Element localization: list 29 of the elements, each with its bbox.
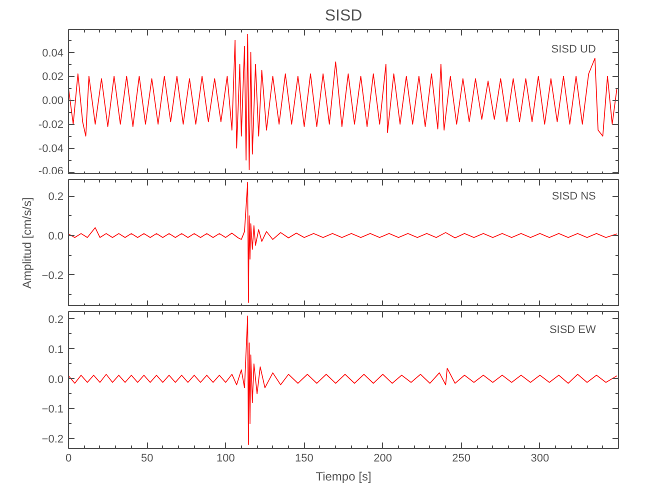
line-series (68, 316, 618, 446)
x-tick-label: 250 (452, 452, 471, 464)
line-series (68, 34, 618, 170)
x-tick-label: 100 (216, 452, 235, 464)
x-tick-label: 0 (65, 452, 72, 464)
y-tick-label: 0.2 (48, 314, 64, 326)
y-tick-label: −0.2 (42, 434, 64, 446)
x-axis-title: Tiempo [s] (316, 470, 372, 484)
x-tick-label: 50 (140, 452, 154, 464)
x-tick-label: 300 (530, 452, 550, 464)
y-tick-label: 0.0 (48, 374, 64, 386)
y-tick-label: 0.0 (48, 230, 64, 243)
annotation: SISD EW (549, 324, 597, 336)
y-tick-label: 0.2 (48, 191, 64, 204)
y-tick-label: -0.02 (38, 119, 64, 132)
y-tick-label: −0.2 (42, 270, 64, 282)
x-tick-label: 150 (295, 452, 314, 464)
line-series (68, 182, 618, 303)
chart-title: SISD (324, 8, 362, 24)
y-tick-label: 0.1 (48, 344, 64, 356)
y-tick-label: 0.02 (42, 71, 64, 84)
x-tick-label: 200 (374, 452, 392, 464)
y-tick-label: −0.1 (42, 404, 64, 416)
y-tick-label: 0.00 (42, 95, 64, 108)
y-tick-label: -0.04 (38, 143, 64, 156)
y-tick-label: 0.04 (42, 47, 64, 60)
y-axis-title: Amplitud [cm/s/s] (20, 197, 34, 289)
annotation: SISD UD (551, 44, 596, 56)
annotation: SISD NS (552, 190, 596, 202)
